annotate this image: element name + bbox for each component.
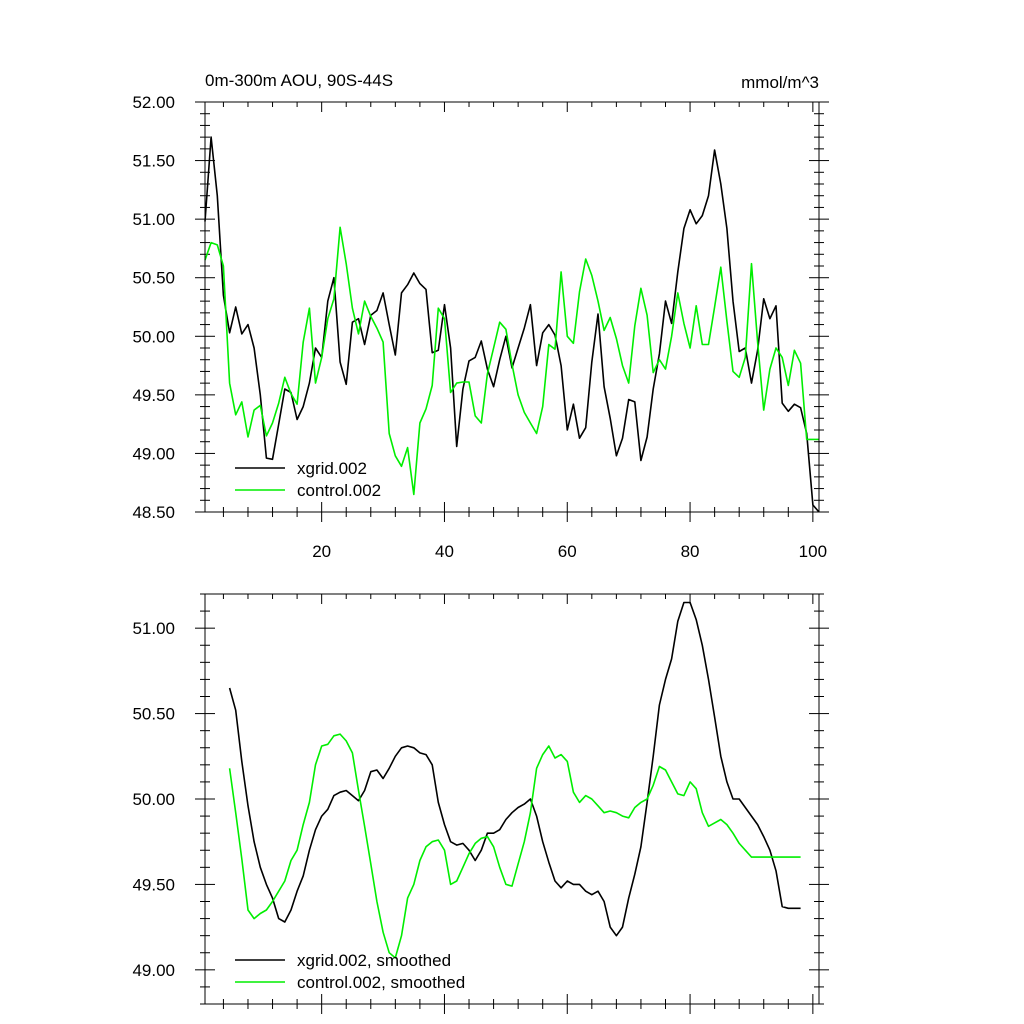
top-y-tick-label: 51.00 bbox=[132, 210, 175, 229]
top-x-tick-label: 40 bbox=[435, 542, 454, 561]
bottom-y-tick-label: 49.50 bbox=[132, 875, 175, 894]
top-panel: 0m-300m AOU, 90S-44S mmol/m^3 20 40 60 80 10… bbox=[132, 71, 829, 561]
top-chart-units-label: mmol/m^3 bbox=[741, 73, 819, 92]
top-legend-label-control: control.002 bbox=[297, 481, 381, 500]
top-x-tick-label: 60 bbox=[558, 542, 577, 561]
top-legend-label-xgrid: xgrid.002 bbox=[297, 459, 367, 478]
top-y-tick-label: 49.00 bbox=[132, 444, 175, 463]
bottom-legend-label-control: control.002, smoothed bbox=[297, 973, 465, 992]
top-y-tick-label: 50.50 bbox=[132, 269, 175, 288]
bottom-y-tick-label: 51.00 bbox=[132, 619, 175, 638]
top-x-tick-label: 100 bbox=[799, 542, 827, 561]
top-axis-ticks: 20 40 60 80 100 48.50 49.00 49.50 50.00 50.50 51.0… bbox=[132, 93, 829, 561]
bottom-series-line-xgrid bbox=[228, 601, 801, 937]
bottom-axis-ticks: 49.00 49.50 50.00 50.50 51.00 bbox=[132, 593, 829, 1014]
top-chart-title: 0m-300m AOU, 90S-44S bbox=[205, 71, 393, 90]
top-series-line-control bbox=[204, 226, 819, 496]
bottom-y-tick-label: 50.00 bbox=[132, 790, 175, 809]
bottom-legend: xgrid.002, smoothed control.002, smoothe… bbox=[235, 951, 465, 992]
top-y-tick-label: 49.50 bbox=[132, 386, 175, 405]
bottom-plot-frame bbox=[204, 593, 820, 1005]
bottom-y-tick-label: 49.00 bbox=[132, 961, 175, 980]
top-x-tick-label: 20 bbox=[312, 542, 331, 561]
top-y-tick-label: 48.50 bbox=[132, 503, 175, 522]
bottom-panel: 49.00 49.50 50.00 50.50 51.00 xgrid.002, smo… bbox=[132, 593, 829, 1014]
top-plot-frame bbox=[204, 101, 820, 513]
top-legend: xgrid.002 control.002 bbox=[235, 459, 381, 500]
top-y-tick-label: 51.50 bbox=[132, 152, 175, 171]
bottom-series-line-control bbox=[228, 733, 801, 959]
top-series-group bbox=[204, 136, 820, 513]
bottom-legend-label-xgrid: xgrid.002, smoothed bbox=[297, 951, 451, 970]
bottom-series-group bbox=[228, 601, 801, 959]
top-y-tick-label: 52.00 bbox=[132, 93, 175, 112]
bottom-y-tick-label: 50.50 bbox=[132, 705, 175, 724]
top-y-tick-label: 50.00 bbox=[132, 327, 175, 346]
top-x-tick-label: 80 bbox=[681, 542, 700, 561]
